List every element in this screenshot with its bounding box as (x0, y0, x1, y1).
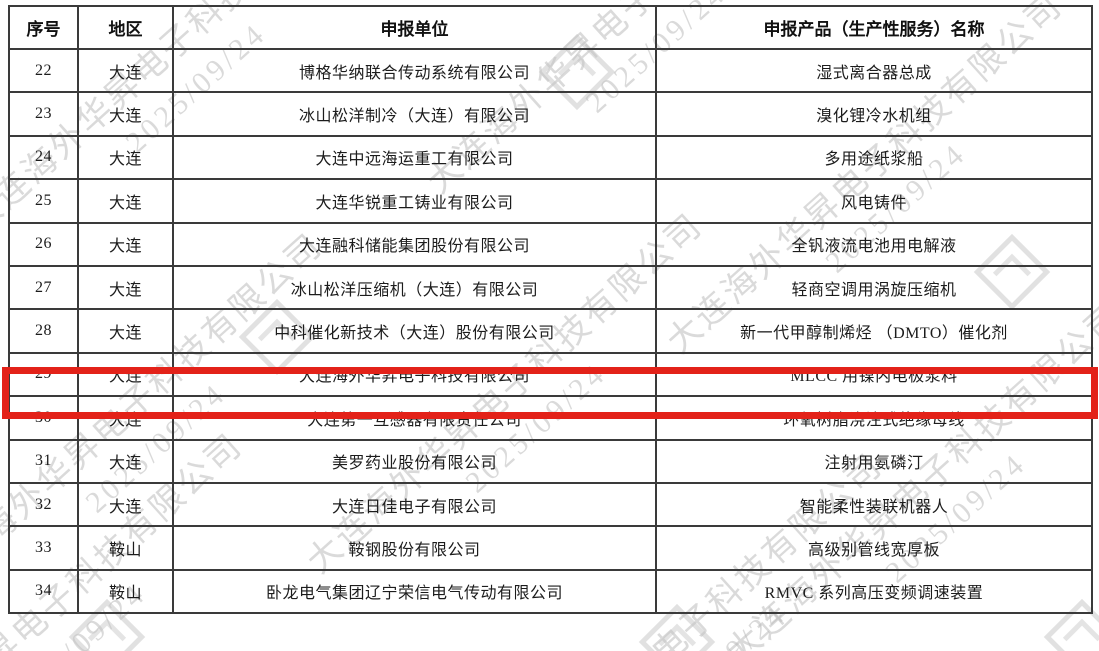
cell-product: 轻商空调用涡旋压缩机 (655, 264, 1093, 311)
cell-company: 大连第一互感器有限责任公司 (172, 395, 657, 441)
cell-product: 湿式离合器总成 (655, 47, 1093, 94)
table-row: 30 大连 大连第一互感器有限责任公司 环氧树脂浇注式绝缘母线 (8, 395, 1093, 441)
cell-index: 31 (8, 438, 79, 484)
cell-company: 大连海外华昇电子科技有限公司 (172, 351, 657, 398)
cell-company: 大连日佳电子有限公司 (172, 481, 657, 528)
cell-region: 大连 (77, 308, 174, 354)
cell-product: 环氧树脂浇注式绝缘母线 (655, 395, 1093, 441)
cell-company: 大连融科储能集团股份有限公司 (172, 221, 657, 267)
cell-region: 大连 (77, 481, 174, 528)
cell-product: 智能柔性装联机器人 (655, 481, 1093, 528)
cell-index: 29 (8, 351, 79, 398)
table-row: 28 大连 中科催化新技术（大连）股份有限公司 新一代甲醇制烯烃 （DMTO）催… (8, 308, 1093, 354)
cell-region: 大连 (77, 134, 174, 181)
cell-product: 多用途纸浆船 (655, 134, 1093, 181)
cell-product: 风电铸件 (655, 178, 1093, 224)
header-row: 序号 地区 申报单位 申报产品（生产性服务）名称 (8, 5, 1093, 50)
cell-product: MLCC 用镍内电极浆料 (655, 351, 1093, 398)
cell-company: 博格华纳联合传动系统有限公司 (172, 47, 657, 94)
cell-index: 28 (8, 308, 79, 354)
cell-index: 26 (8, 221, 79, 267)
cell-product: RMVC 系列高压变频调速装置 (655, 568, 1093, 615)
cell-region: 大连 (77, 91, 174, 137)
cell-product: 全钒液流电池用电解液 (655, 221, 1093, 267)
table-row: 23 大连 冰山松洋制冷（大连）有限公司 溴化锂冷水机组 (8, 91, 1093, 137)
table-row: 24 大连 大连中远海运重工有限公司 多用途纸浆船 (8, 134, 1093, 181)
cell-region: 大连 (77, 351, 174, 398)
cell-region: 鞍山 (77, 525, 174, 571)
cell-company: 鞍钢股份有限公司 (172, 525, 657, 571)
cell-index: 24 (8, 134, 79, 181)
cell-region: 大连 (77, 221, 174, 267)
table-row: 22 大连 博格华纳联合传动系统有限公司 湿式离合器总成 (8, 47, 1093, 94)
table-row: 31 大连 美罗药业股份有限公司 注射用氨磷汀 (8, 438, 1093, 484)
declaration-table: 序号 地区 申报单位 申报产品（生产性服务）名称 22 大连 博格华纳联合传动系… (8, 5, 1093, 615)
cell-product: 注射用氨磷汀 (655, 438, 1093, 484)
cell-region: 大连 (77, 178, 174, 224)
cell-index: 32 (8, 481, 79, 528)
header-region: 地区 (77, 5, 174, 50)
cell-product: 新一代甲醇制烯烃 （DMTO）催化剂 (655, 308, 1093, 354)
cell-region: 大连 (77, 264, 174, 311)
cell-product: 溴化锂冷水机组 (655, 91, 1093, 137)
header-index: 序号 (8, 5, 79, 50)
cell-region: 鞍山 (77, 568, 174, 615)
cell-region: 大连 (77, 395, 174, 441)
table-row: 32 大连 大连日佳电子有限公司 智能柔性装联机器人 (8, 481, 1093, 528)
header-product: 申报产品（生产性服务）名称 (655, 5, 1093, 50)
cell-company: 大连中远海运重工有限公司 (172, 134, 657, 181)
cell-index: 25 (8, 178, 79, 224)
table-row: 25 大连 大连华锐重工铸业有限公司 风电铸件 (8, 178, 1093, 224)
cell-company: 冰山松洋压缩机（大连）有限公司 (172, 264, 657, 311)
header-company: 申报单位 (172, 5, 657, 50)
cell-company: 大连华锐重工铸业有限公司 (172, 178, 657, 224)
cell-company: 中科催化新技术（大连）股份有限公司 (172, 308, 657, 354)
cell-index: 23 (8, 91, 79, 137)
cell-index: 30 (8, 395, 79, 441)
cell-company: 卧龙电气集团辽宁荣信电气传动有限公司 (172, 568, 657, 615)
cell-index: 33 (8, 525, 79, 571)
table-row: 27 大连 冰山松洋压缩机（大连）有限公司 轻商空调用涡旋压缩机 (8, 264, 1093, 311)
cell-company: 美罗药业股份有限公司 (172, 438, 657, 484)
table-row: 26 大连 大连融科储能集团股份有限公司 全钒液流电池用电解液 (8, 221, 1093, 267)
table-row: 29 大连 大连海外华昇电子科技有限公司 MLCC 用镍内电极浆料 (8, 351, 1093, 398)
table-row: 33 鞍山 鞍钢股份有限公司 高级别管线宽厚板 (8, 525, 1093, 571)
cell-product: 高级别管线宽厚板 (655, 525, 1093, 571)
cell-index: 34 (8, 568, 79, 615)
cell-index: 27 (8, 264, 79, 311)
table-row: 34 鞍山 卧龙电气集团辽宁荣信电气传动有限公司 RMVC 系列高压变频调速装置 (8, 568, 1093, 615)
cell-index: 22 (8, 47, 79, 94)
cell-region: 大连 (77, 47, 174, 94)
cell-company: 冰山松洋制冷（大连）有限公司 (172, 91, 657, 137)
cell-region: 大连 (77, 438, 174, 484)
